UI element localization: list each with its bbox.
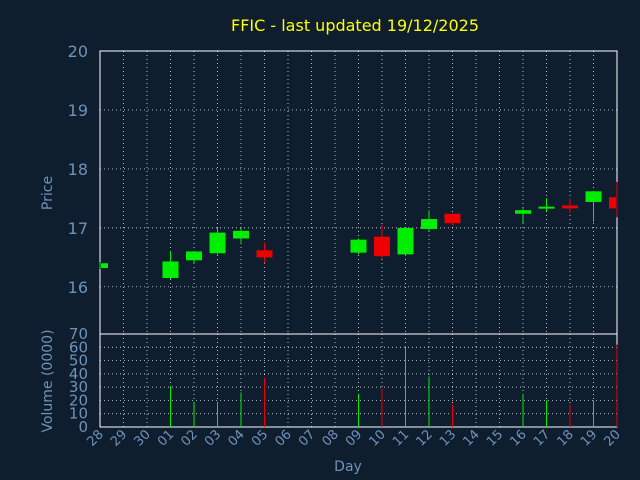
price-axis-label: Price	[40, 176, 56, 210]
x-tick-label: 19	[578, 427, 600, 449]
candle-body-up	[162, 261, 179, 278]
x-tick-label: 29	[108, 427, 130, 449]
candle-body-down	[562, 205, 578, 209]
volume-tick-label: 20	[69, 391, 88, 409]
x-tick-label: 08	[320, 427, 342, 449]
candle-body-up	[101, 263, 108, 268]
volume-tick-label: 70	[69, 325, 88, 343]
candle-body-up	[350, 239, 367, 253]
price-tick-label: 20	[68, 42, 88, 61]
x-tick-label: 18	[555, 427, 577, 449]
volume-tick-label: 10	[69, 405, 88, 423]
volume-tick-label: 60	[69, 338, 88, 356]
candle-body-up	[585, 191, 602, 202]
x-tick-label: 01	[155, 427, 177, 449]
volume-tick-label: 30	[69, 378, 88, 396]
price-tick-label: 18	[68, 160, 88, 179]
candle-body-down	[444, 213, 461, 224]
candle-body-up	[421, 219, 437, 230]
candle-body-down	[256, 250, 273, 258]
x-tick-label: 04	[226, 427, 248, 449]
x-tick-label: 02	[179, 427, 201, 449]
candle-body-down	[374, 236, 390, 257]
x-tick-label: 09	[343, 427, 365, 449]
x-tick-label: 10	[367, 427, 389, 449]
volume-tick-label: 0	[78, 418, 88, 436]
volume-axis-label: Volume (0000)	[40, 329, 56, 432]
candle-body-down	[609, 197, 616, 209]
chart-title: FFIC - last updated 19/12/2025	[231, 16, 479, 35]
x-axis-label: Day	[334, 459, 362, 475]
candle-body-up	[397, 227, 414, 255]
candle-body-up	[186, 251, 202, 261]
price-tick-label: 16	[68, 278, 88, 297]
x-tick-label: 05	[249, 427, 271, 449]
x-tick-label: 16	[508, 427, 530, 449]
price-tick-label: 17	[68, 219, 88, 238]
x-tick-label: 12	[414, 427, 436, 449]
x-tick-label: 07	[296, 427, 318, 449]
candle-body-up	[209, 232, 226, 254]
x-tick-label: 06	[273, 427, 295, 449]
x-tick-label: 14	[461, 427, 483, 449]
candle-body-up	[515, 210, 531, 214]
x-tick-label: 11	[390, 427, 412, 449]
x-tick-label: 17	[531, 427, 553, 449]
candle-body-up	[538, 206, 555, 209]
candle-body-up	[233, 230, 249, 239]
x-tick-label: 03	[202, 427, 224, 449]
x-tick-label: 15	[484, 427, 506, 449]
x-tick-label: 20	[602, 427, 624, 449]
x-tick-label: 30	[132, 427, 154, 449]
price-tick-label: 19	[68, 101, 88, 120]
x-tick-label: 13	[437, 427, 459, 449]
volume-tick-label: 40	[69, 365, 88, 383]
volume-tick-label: 50	[69, 352, 88, 370]
